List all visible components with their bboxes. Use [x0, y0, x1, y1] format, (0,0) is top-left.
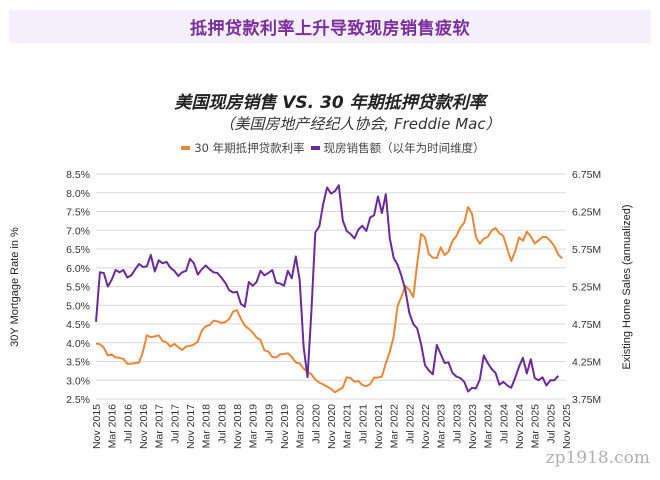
- y2-tick-label: 5.25M: [572, 282, 601, 294]
- y-tick-label: 6.0%: [66, 263, 90, 275]
- y-tick-label: 5.5%: [66, 282, 90, 294]
- y-tick-label: 7.0%: [66, 225, 90, 237]
- x-tick-label: Jul 2018: [216, 404, 228, 444]
- y-tick-label: 6.5%: [66, 244, 90, 256]
- x-tick-label: Mar 2025: [530, 404, 542, 449]
- y-tick-label: 4.0%: [66, 338, 90, 350]
- x-tick-label: Mar 2022: [389, 404, 401, 449]
- x-tick-label: Nov 2025: [561, 404, 573, 449]
- x-tick-label: Nov 2016: [138, 404, 150, 449]
- y-tick-label: 5.0%: [66, 300, 90, 312]
- x-tick-label: Nov 2021: [373, 404, 385, 449]
- y-tick-label: 2.5%: [66, 394, 90, 406]
- y-tick-label: 4.5%: [66, 319, 90, 331]
- home-sales-line: [95, 184, 559, 393]
- y-tick-label: 3.0%: [66, 375, 90, 387]
- legend-swatch-sales: [310, 146, 320, 150]
- y2-tick-label: 5.75M: [572, 244, 601, 256]
- x-tick-label: Nov 2022: [420, 404, 432, 449]
- y2-tick-label: 6.25M: [572, 207, 601, 219]
- x-tick-label: Jul 2022: [404, 404, 416, 444]
- y-tick-label: 3.5%: [66, 357, 90, 369]
- legend-label-rate: 30 年期抵押贷款利率: [194, 141, 305, 155]
- y2-tick-label: 6.75M: [572, 169, 601, 181]
- y-tick-label: 8.5%: [66, 169, 90, 181]
- banner-title: 抵押贷款利率上升导致现房销售疲软: [190, 19, 470, 39]
- x-tick-label: Mar 2018: [201, 404, 213, 449]
- x-tick-label: Nov 2024: [514, 404, 526, 449]
- x-tick-label: Jul 2025: [545, 404, 557, 444]
- x-tick-label: Mar 2021: [342, 404, 354, 449]
- watermark: zp1918.com: [545, 448, 650, 468]
- x-tick-label: Nov 2023: [467, 404, 479, 449]
- x-tick-label: Nov 2017: [185, 404, 197, 449]
- chart-legend: 30 年期抵押贷款利率 现房销售额（以年为时间维度）: [0, 140, 660, 156]
- x-tick-label: Nov 2015: [91, 404, 103, 449]
- x-tick-label: Jul 2017: [169, 404, 181, 444]
- x-tick-label: Jul 2016: [122, 404, 134, 444]
- x-tick-label: Mar 2017: [154, 404, 166, 449]
- mortgage-rate-line: [95, 206, 563, 394]
- x-tick-label: Nov 2019: [279, 404, 291, 449]
- x-tick-label: Mar 2023: [436, 404, 448, 449]
- header-banner: 抵押贷款利率上升导致现房销售疲软: [9, 10, 651, 43]
- x-tick-label: Jul 2019: [263, 404, 275, 444]
- y2-tick-label: 3.75M: [572, 394, 601, 406]
- x-tick-label: Nov 2018: [232, 404, 244, 449]
- y-axis-label: 30Y Mortgage Rate in %: [9, 227, 21, 347]
- y2-tick-label: 4.75M: [572, 319, 601, 331]
- x-tick-label: Mar 2020: [295, 404, 307, 449]
- legend-swatch-rate: [181, 146, 191, 150]
- x-tick-label: Mar 2019: [248, 404, 260, 449]
- x-tick-label: Nov 2020: [326, 404, 338, 449]
- chart-subtitle: （美国房地产经纪人协会, Freddie Mac）: [219, 115, 501, 133]
- legend-label-sales: 现房销售额（以年为时间维度）: [323, 141, 485, 155]
- y-tick-label: 8.0%: [66, 188, 90, 200]
- x-tick-label: Mar 2024: [483, 404, 495, 449]
- y-tick-label: 7.5%: [66, 207, 90, 219]
- y2-tick-label: 4.25M: [572, 357, 601, 369]
- x-tick-label: Jul 2020: [310, 404, 322, 444]
- chart-title: 美国现房销售 VS. 30 年期抵押贷款利率: [174, 93, 486, 113]
- x-tick-label: Jul 2023: [451, 404, 463, 444]
- x-tick-label: Mar 2016: [107, 404, 119, 449]
- x-tick-label: Jul 2021: [357, 404, 369, 444]
- y2-axis-label: Existing Home Sales (annualized): [621, 204, 633, 369]
- x-tick-label: Jul 2024: [498, 404, 510, 444]
